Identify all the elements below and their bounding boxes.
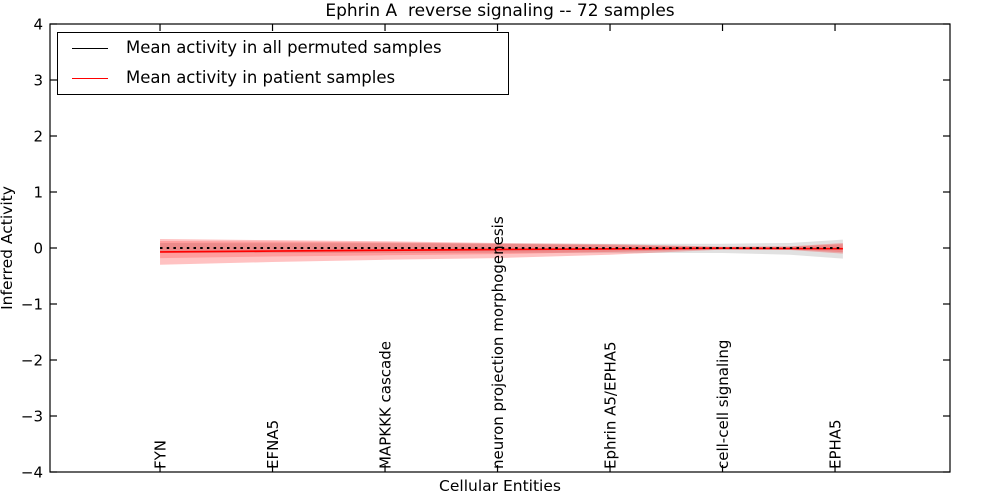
x-tick-label: EFNA5 [264, 420, 282, 469]
legend-line-patient-icon [72, 78, 108, 79]
x-tick-label: neuron projection morphogenesis [489, 216, 507, 469]
x-tick-label: MAPKKK cascade [377, 341, 395, 469]
legend-label-patient: Mean activity in patient samples [126, 68, 396, 88]
legend-item-patient: Mean activity in patient samples [72, 67, 508, 90]
y-tick-label: 4 [33, 16, 43, 34]
y-tick-label: −1 [21, 296, 43, 314]
chart-title: Ephrin A reverse signaling -- 72 samples [325, 1, 675, 21]
x-axis-label: Cellular Entities [439, 477, 561, 495]
y-tick-label: 2 [33, 128, 43, 146]
x-tick-label: FYN [152, 440, 170, 469]
legend-line-permuted-icon [72, 48, 108, 49]
y-tick-label: −4 [21, 464, 43, 482]
y-tick-label: 1 [33, 184, 43, 202]
y-tick-label: 3 [33, 72, 43, 90]
x-tick-label: Ephrin A5/EPHA5 [602, 341, 620, 469]
y-tick-label: −2 [21, 352, 43, 370]
y-axis-label: Inferred Activity [0, 186, 16, 310]
band-patient-samples-std-outer [160, 239, 843, 265]
legend-label-permuted: Mean activity in all permuted samples [126, 38, 442, 58]
y-tick-label: −3 [21, 408, 43, 426]
y-tick-label: 0 [33, 240, 43, 258]
x-tick-label: cell-cell signaling [714, 340, 732, 469]
legend: Mean activity in all permuted samples Me… [57, 32, 509, 95]
legend-item-permuted: Mean activity in all permuted samples [72, 37, 508, 60]
x-tick-label: EPHA5 [827, 419, 845, 469]
